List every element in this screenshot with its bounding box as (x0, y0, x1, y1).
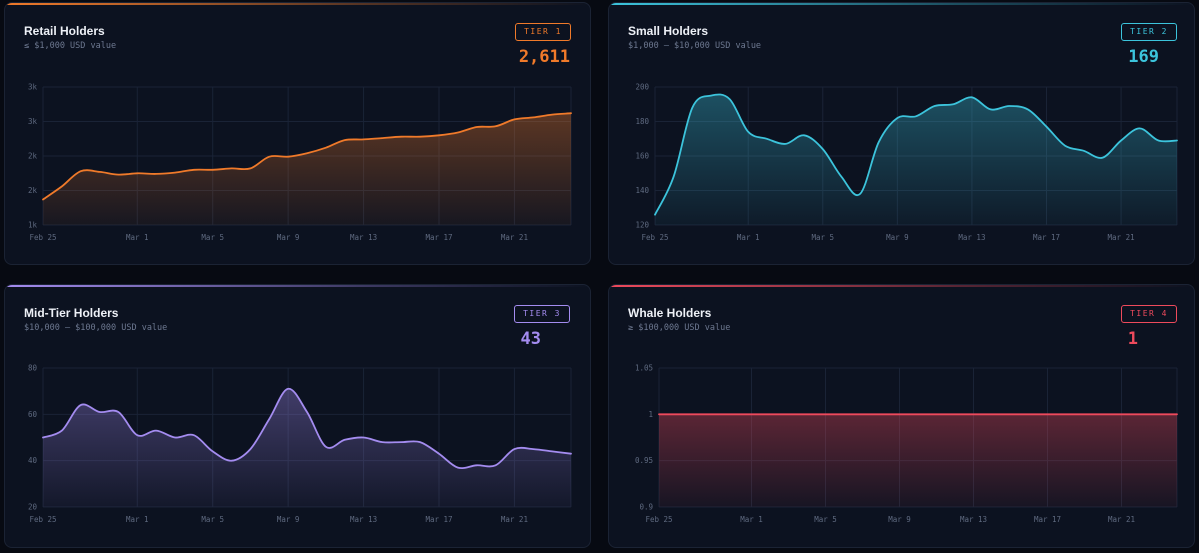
tier-badge: TIER 1 (515, 23, 571, 41)
y-tick-label: 2k (28, 186, 38, 195)
card-subtitle: $1,000 – $10,000 USD value (628, 41, 762, 51)
y-tick-label: 20 (28, 503, 38, 512)
series-area (43, 388, 571, 507)
card-title: Retail Holders (24, 24, 105, 38)
x-tick-label: Mar 13 (960, 515, 987, 524)
series-line (42, 387, 572, 469)
y-tick-label: 40 (28, 456, 38, 465)
y-tick-label: 1 (648, 410, 653, 419)
x-tick-label: Feb 25 (29, 233, 56, 242)
card-accent-line (609, 285, 1194, 287)
x-tick-label: Mar 13 (958, 233, 985, 242)
x-tick-label: Mar 21 (1108, 233, 1135, 242)
y-tick-label: 1.05 (635, 364, 653, 373)
whale-holders-chart: 0.9 0.95 1 1.05 Feb 25 Mar 1 Mar 5 Mar 9 Mar 13 M… (635, 364, 1178, 524)
x-tick-label: Mar 17 (1034, 515, 1061, 524)
y-tick-label: 200 (635, 83, 649, 92)
small-holders-card: Small Holders $1,000 – $10,000 USD value… (608, 2, 1195, 265)
series-line (654, 93, 1178, 216)
x-tick-label: Mar 9 (277, 233, 300, 242)
holder-count: 43 (520, 329, 541, 349)
x-tick-label: Mar 21 (1108, 515, 1135, 524)
x-tick-label: Mar 5 (201, 515, 224, 524)
x-tick-label: Mar 1 (126, 233, 149, 242)
card-subtitle: ≥ $100,000 USD value (628, 323, 731, 333)
holder-count: 1 (1127, 329, 1138, 349)
x-tick-label: Mar 1 (740, 515, 763, 524)
x-tick-label: Feb 25 (645, 515, 672, 524)
card-title: Whale Holders (628, 306, 712, 320)
y-tick-label: 3k (28, 117, 38, 126)
card-title: Mid-Tier Holders (24, 306, 119, 320)
whale-holders-card: Whale Holders ≥ $100,000 USD value TIER … (608, 284, 1195, 548)
x-tick-label: Mar 5 (811, 233, 834, 242)
card-accent-line (5, 285, 590, 287)
tier-badge: TIER 3 (514, 305, 570, 323)
x-tick-label: Feb 25 (641, 233, 668, 242)
y-tick-label: 2k (28, 152, 38, 161)
tier-badge: TIER 2 (1121, 23, 1177, 41)
card-subtitle: ≤ $1,000 USD value (24, 41, 117, 51)
retail-holders-card: Retail Holders ≤ $1,000 USD value TIER 1… (4, 2, 591, 265)
x-tick-label: Mar 1 (737, 233, 760, 242)
mid-tier-holders-card: Mid-Tier Holders $10,000 – $100,000 USD … (4, 284, 591, 548)
x-tick-label: Mar 13 (350, 233, 377, 242)
y-tick-label: 3k (28, 83, 38, 92)
series-line (42, 112, 572, 201)
small-holders-chart: 120 140 160 180 200 Feb 25 Mar 1 Mar 5 Mar 9 Mar … (635, 83, 1178, 242)
retail-holders-chart: 1k 2k 2k 3k 3k Feb 25 Mar 1 Mar 5 Mar 9 Mar 13 Mar… (28, 83, 572, 242)
x-tick-label: Mar 9 (888, 515, 911, 524)
y-tick-label: 0.95 (635, 456, 653, 465)
x-tick-label: Mar 5 (814, 515, 837, 524)
tier-badge: TIER 4 (1121, 305, 1177, 323)
x-tick-label: Feb 25 (29, 515, 56, 524)
y-tick-label: 60 (28, 410, 38, 419)
x-tick-label: Mar 17 (425, 515, 452, 524)
holder-count: 2,611 (518, 47, 570, 67)
card-title: Small Holders (628, 24, 709, 38)
y-tick-label: 0.9 (639, 503, 653, 512)
mid-tier-holders-chart: 20 40 60 80 Feb 25 Mar 1 Mar 5 Mar 9 Mar 13 Mar 1… (28, 364, 572, 524)
x-tick-label: Mar 9 (277, 515, 300, 524)
x-tick-label: Mar 21 (501, 515, 528, 524)
x-tick-label: Mar 17 (1033, 233, 1060, 242)
y-tick-label: 140 (635, 186, 649, 195)
x-tick-label: Mar 1 (126, 515, 149, 524)
series-area (43, 113, 571, 225)
x-tick-label: Mar 21 (501, 233, 528, 242)
card-subtitle: $10,000 – $100,000 USD value (24, 323, 168, 333)
series-area (655, 94, 1177, 225)
x-tick-label: Mar 9 (886, 233, 909, 242)
y-tick-label: 160 (635, 152, 649, 161)
y-tick-label: 1k (28, 221, 38, 230)
holder-count: 169 (1128, 47, 1159, 67)
y-tick-label: 180 (635, 117, 649, 126)
x-tick-label: Mar 13 (350, 515, 377, 524)
x-tick-label: Mar 5 (201, 233, 224, 242)
y-tick-label: 120 (635, 221, 649, 230)
x-tick-label: Mar 17 (425, 233, 452, 242)
series-area (659, 414, 1177, 507)
card-accent-line (5, 3, 590, 5)
y-tick-label: 80 (28, 364, 38, 373)
card-accent-line (609, 3, 1194, 5)
